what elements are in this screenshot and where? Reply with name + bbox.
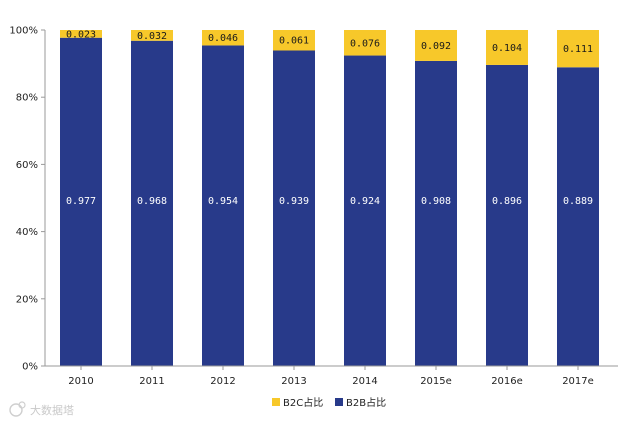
bar-b2c-2015e xyxy=(415,30,457,61)
x-tick-label-2017e: 2017e xyxy=(562,376,594,387)
bar-b2b-2014 xyxy=(344,55,386,366)
value-label-b2c-2010: 0.023 xyxy=(66,29,96,40)
value-label-b2c-2013: 0.061 xyxy=(279,36,309,47)
x-tick-label-2012: 2012 xyxy=(210,376,235,387)
bar-b2c-2012 xyxy=(202,30,244,46)
value-label-b2b-2015e: 0.908 xyxy=(421,196,451,207)
legend-swatch-0 xyxy=(272,398,280,406)
legend-label-0: B2C占比 xyxy=(283,396,323,409)
value-label-b2c-2016e: 0.104 xyxy=(492,43,522,54)
bar-b2b-2017e xyxy=(557,67,599,367)
value-label-b2b-2012: 0.954 xyxy=(208,196,238,207)
bar-b2c-2017e xyxy=(557,30,599,68)
bar-b2b-2010 xyxy=(60,37,102,367)
x-tick-label-2011: 2011 xyxy=(139,376,164,387)
y-tick-label-20%: 20% xyxy=(16,294,38,305)
x-tick-label-2015e: 2015e xyxy=(420,376,452,387)
value-label-b2c-2014: 0.076 xyxy=(350,38,380,49)
bar-b2c-2011 xyxy=(131,30,173,41)
y-tick-label-100%: 100% xyxy=(9,26,38,37)
value-label-b2b-2017e: 0.889 xyxy=(563,196,593,207)
x-tick-label-2010: 2010 xyxy=(68,376,93,387)
value-label-b2c-2011: 0.032 xyxy=(137,31,167,42)
value-label-b2b-2016e: 0.896 xyxy=(492,196,522,207)
weibo-logo-icon xyxy=(9,401,26,417)
bar-b2c-2016e xyxy=(486,30,528,65)
bars-layer: 0.977 0.023 0.968 0.032 0.954 0.046 0.939 0.061… xyxy=(60,29,599,367)
y-tick-label-40%: 40% xyxy=(16,227,38,238)
value-label-b2c-2017e: 0.111 xyxy=(563,44,593,55)
bar-b2c-2014 xyxy=(344,30,386,56)
legend-swatch-1 xyxy=(335,398,343,406)
x-axis: 2010 2011 2012 2013 2014 2015e 2016e 2017e xyxy=(45,365,618,387)
y-tick-label-0%: 0% xyxy=(22,362,38,373)
bar-b2b-2015e xyxy=(415,60,457,367)
y-tick-label-60%: 60% xyxy=(16,160,38,171)
x-tick-label-2014: 2014 xyxy=(352,376,377,387)
value-label-b2b-2013: 0.939 xyxy=(279,196,309,207)
value-label-b2b-2011: 0.968 xyxy=(137,196,167,207)
legend: B2C占比 B2B占比 xyxy=(272,396,386,409)
watermark: 大数据塔 xyxy=(9,401,74,417)
bar-b2c-2013 xyxy=(273,30,315,51)
y-tick-label-80%: 80% xyxy=(16,93,38,104)
x-tick-label-2013: 2013 xyxy=(281,376,306,387)
x-tick-label-2016e: 2016e xyxy=(491,376,523,387)
bar-b2b-2016e xyxy=(486,64,528,366)
value-label-b2c-2015e: 0.092 xyxy=(421,41,451,52)
bar-b2b-2011 xyxy=(131,40,173,366)
legend-label-1: B2B占比 xyxy=(346,396,386,409)
watermark-text: 大数据塔 xyxy=(30,403,74,417)
value-label-b2c-2012: 0.046 xyxy=(208,33,238,44)
bar-b2c-2010 xyxy=(60,30,102,38)
value-label-b2b-2010: 0.977 xyxy=(66,196,96,207)
value-label-b2b-2014: 0.924 xyxy=(350,196,380,207)
bar-b2b-2012 xyxy=(202,45,244,367)
y-axis: 0% 20% 40% 60% 80% 100% xyxy=(9,26,46,373)
bar-b2b-2013 xyxy=(273,50,315,366)
